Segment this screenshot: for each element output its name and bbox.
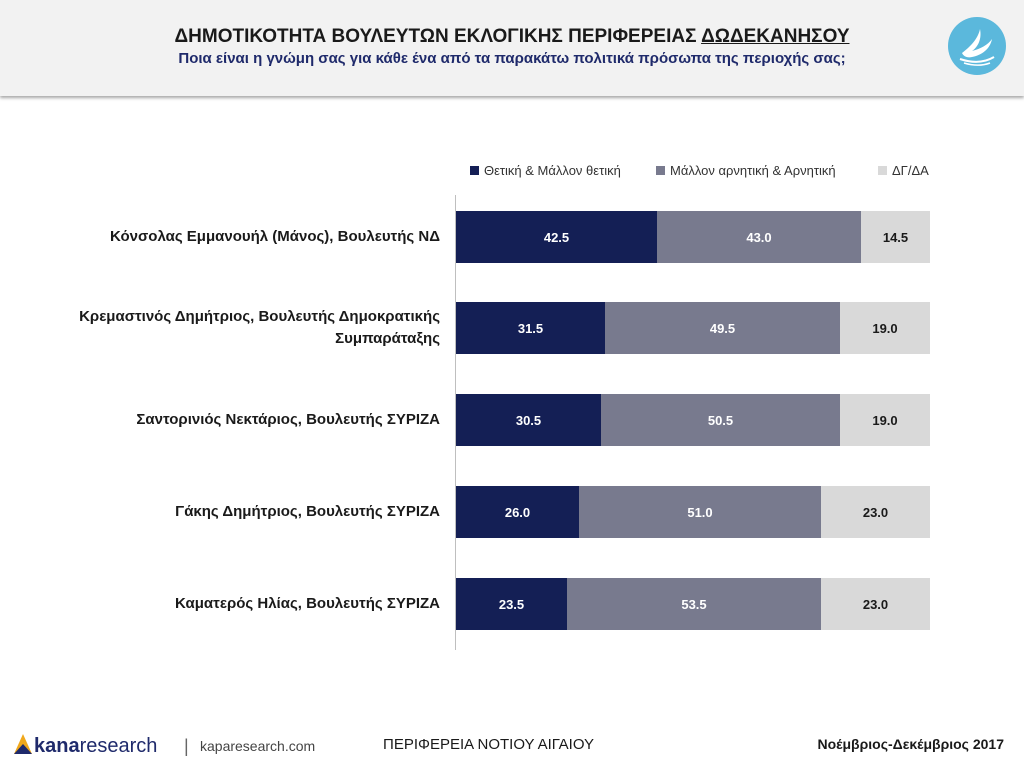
data-label: 49.5	[709, 320, 736, 336]
bar-segment-negative: 50.5	[601, 394, 840, 446]
title-region: ΔΩΔΕΚΑΝΗΣΟΥ	[701, 26, 850, 47]
legend-label: Θετική & Μάλλον θετική	[484, 163, 621, 178]
bar-segment-dk: 19.0	[840, 394, 930, 446]
data-label: 50.5	[707, 412, 734, 428]
bar-segment-positive: 26.0	[456, 486, 579, 538]
footer-region: ΠΕΡΙΦΕΡΕΙΑ ΝΟΤΙΟΥ ΑΙΓΑΙΟΥ	[383, 736, 595, 753]
data-label: 23.0	[862, 596, 889, 612]
brand-bold: kana	[34, 735, 80, 757]
legend-label: ΔΓ/ΔΑ	[892, 163, 929, 178]
category-label: Κόνσολας Εμμανουήλ (Μάνος), Βουλευτής ΝΔ	[110, 228, 440, 245]
data-label: 26.0	[504, 504, 531, 520]
category-label: Γάκης Δημήτριος, Βουλευτής ΣΥΡΙΖΑ	[175, 503, 440, 520]
data-label: 19.0	[872, 320, 898, 336]
data-label: 43.0	[746, 229, 772, 245]
bar-segment-dk: 23.0	[821, 578, 930, 630]
bar-segment-positive: 30.5	[456, 394, 601, 446]
website-link[interactable]: kaparesearch.com	[200, 738, 316, 754]
legend-swatch	[878, 166, 887, 175]
data-label: 53.5	[681, 596, 707, 612]
category-label: Σαντορινιός Νεκτάριος, Βουλευτής ΣΥΡΙΖΑ	[136, 411, 440, 428]
legend-label: Μάλλον αρνητική & Αρνητική	[670, 163, 836, 178]
category-label: Καματερός Ηλίας, Βουλευτής ΣΥΡΙΖΑ	[175, 595, 440, 612]
title-main: ΔΗΜΟΤΙΚΟΤΗΤΑ ΒΟΥΛΕΥΤΩΝ ΕΚΛΟΓΙΚΗΣ ΠΕΡΙΦΕΡ…	[174, 26, 697, 47]
bar-segment-dk: 14.5	[861, 211, 930, 263]
brand-logo: kanaresearch	[12, 732, 157, 758]
legend-item: Θετική & Μάλλον θετική	[470, 163, 621, 178]
data-label: 23.5	[498, 596, 525, 612]
legend-item: Μάλλον αρνητική & Αρνητική	[656, 163, 836, 178]
bar-segment-dk: 19.0	[840, 302, 930, 354]
bar-segment-negative: 51.0	[579, 486, 821, 538]
header-band: ΔΗΜΟΤΙΚΟΤΗΤΑ ΒΟΥΛΕΥΤΩΝ ΕΚΛΟΓΙΚΗΣ ΠΕΡΙΦΕΡ…	[0, 0, 1024, 96]
region-logo	[948, 17, 1006, 75]
data-label: 23.0	[862, 504, 889, 520]
dove-icon	[959, 29, 995, 66]
data-label: 19.0	[872, 412, 898, 428]
brand-separator: |	[184, 736, 189, 756]
bar-segment-positive: 31.5	[456, 302, 605, 354]
brand-mark-icon	[14, 734, 32, 754]
legend-swatch	[656, 166, 665, 175]
page-subtitle: Ποια είναι η γνώμη σας για κάθε ένα από …	[178, 50, 846, 67]
brand-light: research	[79, 735, 158, 757]
page-title: ΔΗΜΟΤΙΚΟΤΗΤΑ ΒΟΥΛΕΥΤΩΝ ΕΚΛΟΓΙΚΗΣ ΠΕΡΙΦΕΡ…	[0, 26, 1024, 48]
data-label: 14.5	[882, 229, 909, 245]
data-label: 42.5	[543, 229, 570, 245]
category-label: Κρεμαστινός Δημήτριος, Βουλευτής Δημοκρα…	[79, 308, 440, 347]
bar-segment-negative: 53.5	[567, 578, 821, 630]
bar-segment-negative: 49.5	[605, 302, 840, 354]
data-label: 31.5	[517, 320, 544, 336]
bar-segment-dk: 23.0	[821, 486, 930, 538]
bar-segment-positive: 42.5	[456, 211, 657, 263]
category-axis	[455, 195, 456, 650]
footer-date: Νοέμβριος-Δεκέμβριος 2017	[817, 736, 1005, 752]
legend-swatch	[470, 166, 479, 175]
bar-segment-negative: 43.0	[657, 211, 861, 263]
legend-item: ΔΓ/ΔΑ	[878, 163, 929, 178]
data-label: 30.5	[515, 412, 542, 428]
data-label: 51.0	[687, 504, 713, 520]
bar-segment-positive: 23.5	[456, 578, 567, 630]
